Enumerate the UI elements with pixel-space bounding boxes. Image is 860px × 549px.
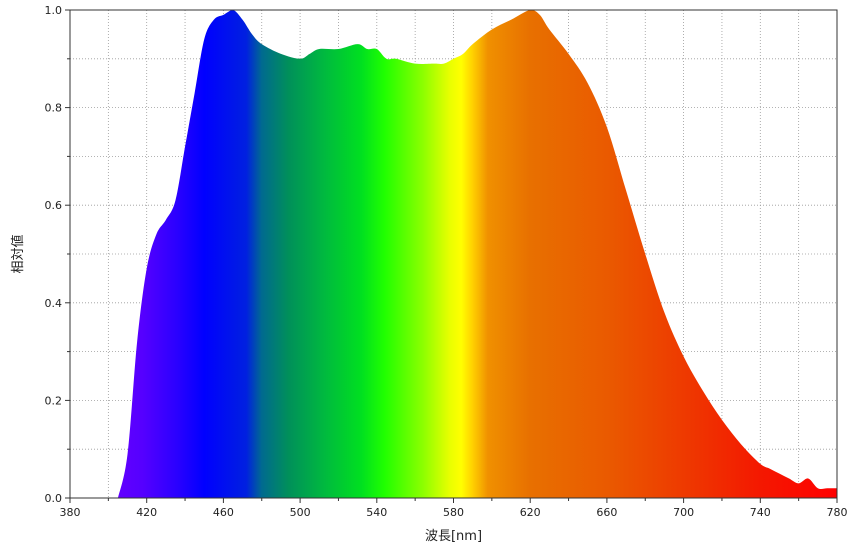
y-tick-label: 0.0 <box>45 492 63 505</box>
x-tick-label: 380 <box>60 506 81 519</box>
x-tick-label: 420 <box>136 506 157 519</box>
y-tick-label: 0.4 <box>45 297 63 310</box>
x-tick-label: 700 <box>673 506 694 519</box>
x-axis-title: 波長[nm] <box>425 529 482 544</box>
x-tick-label: 580 <box>443 506 464 519</box>
x-tick-label: 740 <box>750 506 771 519</box>
x-tick-label: 540 <box>366 506 387 519</box>
y-tick-label: 0.8 <box>45 102 63 115</box>
x-tick-label: 660 <box>596 506 617 519</box>
x-tick-label: 620 <box>520 506 541 519</box>
y-axis: 0.0 0.2 0.4 0.6 0.8 1.0 <box>45 4 70 505</box>
y-tick-label: 1.0 <box>45 4 63 17</box>
x-tick-label: 460 <box>213 506 234 519</box>
y-tick-label: 0.6 <box>45 199 63 212</box>
y-axis-title: 相対値 <box>10 234 26 273</box>
x-tick-label: 500 <box>290 506 311 519</box>
x-tick-label: 780 <box>827 506 848 519</box>
spectrum-area <box>117 10 837 498</box>
x-axis: 380 420 460 500 540 580 620 660 700 740 780 <box>60 498 848 519</box>
y-tick-label: 0.2 <box>45 394 63 407</box>
